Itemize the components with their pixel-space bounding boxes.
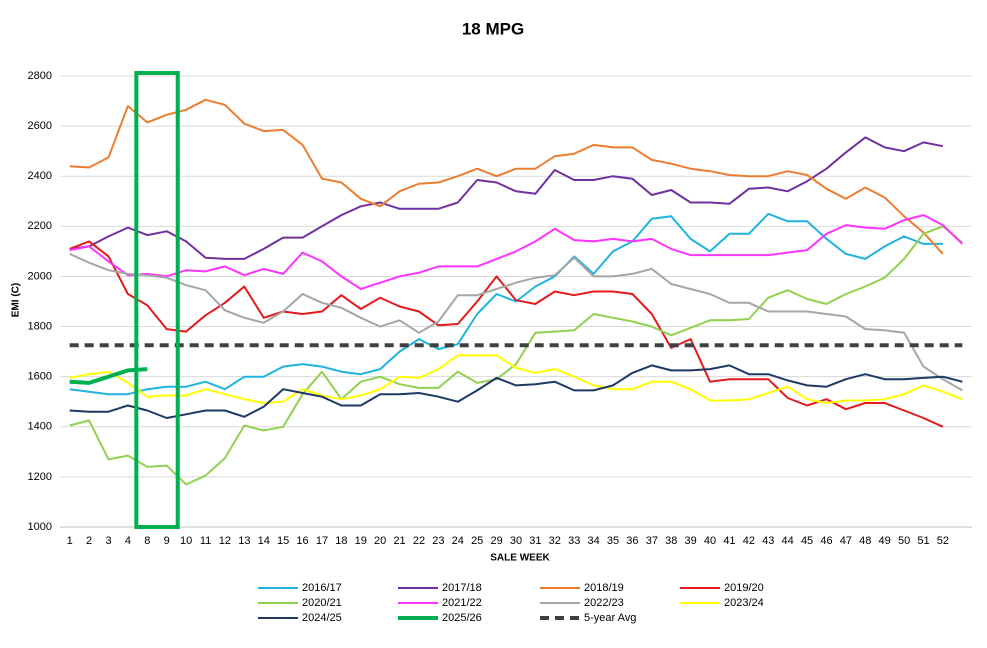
series-line <box>69 212 943 396</box>
x-tick-label: 14 <box>258 535 270 547</box>
x-tick-label: 13 <box>238 535 250 547</box>
y-tick-label: 2800 <box>28 70 52 82</box>
legend-label: 2025/26 <box>442 612 482 624</box>
x-tick-label: 3 <box>105 535 111 547</box>
x-tick-label: 16 <box>296 535 308 547</box>
legend-label: 2016/17 <box>302 582 342 594</box>
x-tick-label: 32 <box>549 535 561 547</box>
legend-label: 2020/21 <box>302 597 342 609</box>
x-tick-label: 35 <box>607 535 619 547</box>
x-tick-label: 47 <box>840 535 852 547</box>
x-tick-label: 23 <box>432 535 444 547</box>
x-tick-label: 43 <box>762 535 774 547</box>
x-tick-label: 8 <box>144 535 150 547</box>
y-tick-label: 1800 <box>28 320 52 332</box>
x-tick-label: 12 <box>219 535 231 547</box>
x-tick-label: 50 <box>898 535 910 547</box>
x-tick-label: 15 <box>277 535 289 547</box>
x-tick-label: 25 <box>471 535 483 547</box>
legend-label: 2022/23 <box>584 597 624 609</box>
x-tick-label: 39 <box>685 535 697 547</box>
legend-label: 2021/22 <box>442 597 482 609</box>
x-tick-label: 10 <box>180 535 192 547</box>
y-tick-label: 2000 <box>28 270 52 282</box>
x-tick-label: 37 <box>646 535 658 547</box>
y-axis-title: EMI (C) <box>11 283 22 317</box>
x-tick-label: 40 <box>704 535 716 547</box>
x-tick-label: 18 <box>335 535 347 547</box>
x-tick-label: 31 <box>529 535 541 547</box>
x-tick-label: 41 <box>723 535 735 547</box>
x-tick-label: 49 <box>879 535 891 547</box>
x-tick-label: 11 <box>200 535 211 547</box>
legend-label: 2024/25 <box>302 612 342 624</box>
x-tick-label: 48 <box>859 535 871 547</box>
x-tick-label: 51 <box>917 535 929 547</box>
x-tick-label: 29 <box>490 535 502 547</box>
x-tick-label: 44 <box>782 535 794 547</box>
legend-label: 2019/20 <box>724 582 764 594</box>
series-line <box>69 252 963 392</box>
x-tick-label: 1 <box>67 535 73 547</box>
y-tick-label: 2200 <box>28 220 52 232</box>
y-tick-label: 1600 <box>28 371 52 383</box>
series-line <box>69 98 944 255</box>
x-tick-label: 52 <box>937 535 949 547</box>
series-line <box>69 240 944 428</box>
x-tick-label: 36 <box>626 535 638 547</box>
x-tick-label: 2 <box>86 535 92 547</box>
x-tick-label: 46 <box>820 535 832 547</box>
x-tick-label: 4 <box>125 535 131 547</box>
x-tick-label: 45 <box>801 535 813 547</box>
x-tick-label: 19 <box>355 535 367 547</box>
legend-label: 2018/19 <box>584 582 624 594</box>
x-tick-label: 22 <box>413 535 425 547</box>
legend-label: 5-year Avg <box>584 612 636 624</box>
x-tick-label: 30 <box>510 535 522 547</box>
x-tick-label: 34 <box>587 535 599 547</box>
y-tick-label: 1000 <box>28 521 52 533</box>
series-line <box>69 364 963 419</box>
x-tick-label: 33 <box>568 535 580 547</box>
chart-title: 18 MPG <box>462 19 524 38</box>
series-line <box>69 214 963 290</box>
y-tick-label: 1200 <box>28 471 52 483</box>
x-tick-label: 42 <box>743 535 755 547</box>
y-tick-label: 2400 <box>28 170 52 182</box>
legend-label: 2017/18 <box>442 582 482 594</box>
x-tick-label: 9 <box>164 535 170 547</box>
x-axis-title: SALE WEEK <box>490 553 550 564</box>
y-tick-label: 2600 <box>28 120 52 132</box>
x-tick-label: 21 <box>393 535 405 547</box>
x-tick-label: 17 <box>316 535 328 547</box>
series-line <box>69 136 944 260</box>
y-tick-label: 1400 <box>28 421 52 433</box>
x-tick-label: 20 <box>374 535 386 547</box>
x-tick-label: 24 <box>452 535 464 547</box>
legend-label: 2023/24 <box>724 597 764 609</box>
series-line <box>69 354 963 404</box>
series-line <box>69 225 963 486</box>
x-tick-label: 38 <box>665 535 677 547</box>
highlight-box <box>134 71 180 529</box>
